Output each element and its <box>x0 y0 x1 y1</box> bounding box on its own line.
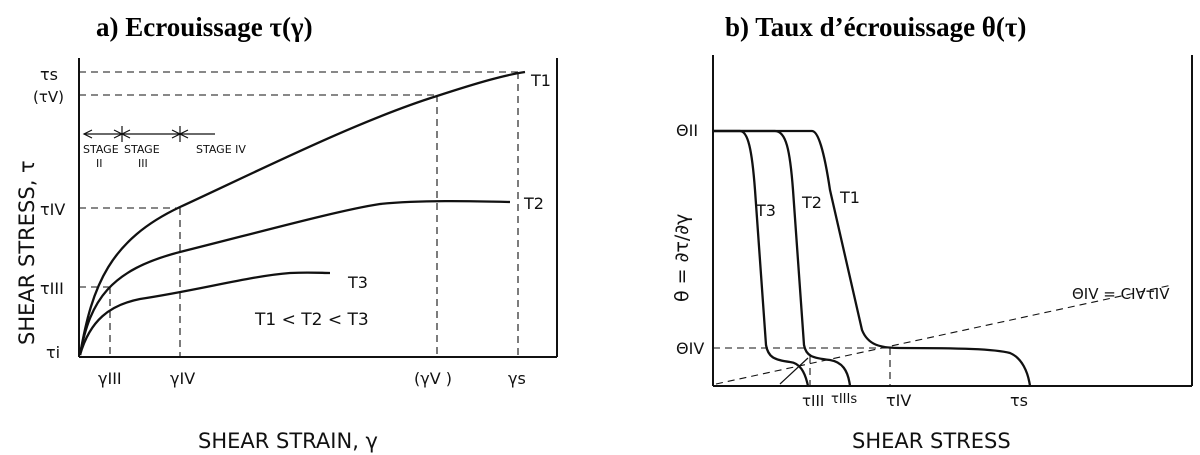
curve-b-label-t1: T1 <box>839 188 860 207</box>
stage-markers <box>82 126 215 142</box>
theta-iv-extension <box>779 357 809 385</box>
y-tick-tau-s: τs <box>40 65 58 84</box>
x-tick-tau-s-b: τs <box>1010 391 1028 410</box>
x-tick-gamma-s: γs <box>508 369 526 388</box>
curve-label-t1: T1 <box>530 71 551 90</box>
y-tick-tau-v: (τV) <box>33 88 64 106</box>
curve-b-label-t2: T2 <box>801 193 822 212</box>
curve-b-label-t3: T3 <box>755 201 776 220</box>
stage-ii-label: STAGE II <box>83 143 122 170</box>
panel-b-y-label: θ = ∂τ/∂γ <box>671 214 693 302</box>
stage-iii-line-1: STAGE <box>124 143 160 156</box>
stage-ii-line-2: II <box>96 157 103 170</box>
stage-iii-line-2: III <box>138 157 148 170</box>
x-tick-gamma-iv: γIV <box>170 369 195 388</box>
curve-label-t2: T2 <box>523 194 544 213</box>
x-tick-gamma-iii: γIII <box>98 369 122 388</box>
temperature-note: T1 < T2 < T3 <box>254 310 369 330</box>
panel-b: b) Taux d’écrouissage θ(τ) θ = ∂τ/∂γ SHE… <box>671 12 1193 453</box>
stage-iv-label: STAGE IV <box>196 143 246 156</box>
panel-b-x-label: SHEAR STRESS <box>852 429 1011 453</box>
x-tick-tau-iiis: τIIIs <box>831 392 857 407</box>
stage-iii-label: STAGE III <box>124 143 163 170</box>
y-tick-tau-iii: τIII <box>40 279 64 298</box>
curve-t2 <box>78 199 511 356</box>
y-tick-tau-i: τi <box>46 343 60 362</box>
y-tick-theta-iv: ΘIV <box>676 339 704 358</box>
stage-ii-line-1: STAGE <box>83 143 119 156</box>
theta-iv-equation: ΘIV = CIVτIV <box>1072 285 1170 303</box>
curve-b-t2 <box>713 129 852 387</box>
y-tick-tau-iv: τIV <box>40 200 65 219</box>
curve-t3 <box>78 271 331 356</box>
curve-b-t3 <box>713 129 810 387</box>
curve-label-t3: T3 <box>347 273 368 292</box>
curve-t1 <box>78 70 526 356</box>
panel-a-y-label: SHEAR STRESS, τ <box>15 160 39 345</box>
panel-a-title: a) Ecrouissage τ(γ) <box>96 12 313 42</box>
x-tick-tau-iii-b: τIII <box>802 392 824 410</box>
curve-b-t1 <box>713 129 1032 387</box>
panel-a-x-label: SHEAR STRAIN, γ <box>198 429 378 453</box>
theta-iv-line <box>715 284 1173 385</box>
panel-b-title: b) Taux d’écrouissage θ(τ) <box>725 12 1026 42</box>
x-tick-tau-iv-b: τIV <box>886 391 911 410</box>
panel-a: a) Ecrouissage τ(γ) SHEAR STRESS, τ SHEA… <box>15 12 558 453</box>
y-tick-theta-ii: ΘII <box>676 121 698 140</box>
x-tick-gamma-v: (γV ) <box>414 369 452 388</box>
